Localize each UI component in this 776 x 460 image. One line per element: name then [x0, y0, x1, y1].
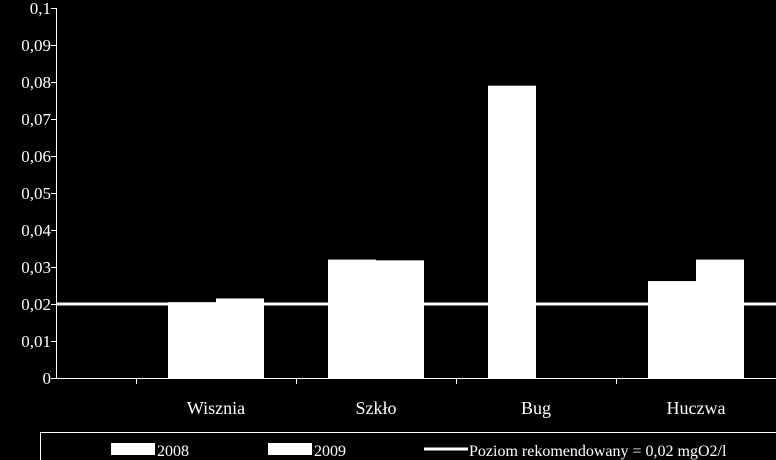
category-label: Huczwa — [667, 398, 726, 418]
bar-2009-Huczwa — [696, 259, 744, 378]
y-tick-label: 0,08 — [21, 73, 51, 92]
y-tick-label: 0,1 — [30, 0, 51, 18]
category-labels: Wisznia Szkło Bug Huczwa — [187, 398, 726, 418]
y-tick-label: 0,09 — [21, 36, 51, 55]
legend-swatch-2009 — [268, 443, 312, 455]
legend-label-reference: Poziom rekomendowany = 0,02 mgO2/l — [469, 443, 727, 460]
bar-2009-Wisznia — [216, 298, 264, 378]
bar-2008-Szkło — [328, 259, 376, 378]
legend-label-2009: 2009 — [314, 443, 346, 460]
category-label: Bug — [521, 398, 551, 418]
bar-2008-Huczwa — [648, 281, 696, 378]
y-tick-label: 0,07 — [21, 110, 51, 129]
legend-label-2008: 2008 — [157, 443, 189, 460]
category-label: Szkło — [355, 398, 396, 418]
y-tick-label: 0,05 — [21, 184, 51, 203]
bar-2008-Bug — [488, 85, 536, 378]
y-tick-label: 0,02 — [21, 295, 51, 314]
bar-2008-Wisznia — [168, 302, 216, 378]
bar-2009-Szkło — [376, 260, 424, 378]
x-axis-ticks — [136, 378, 617, 384]
y-tick-label: 0 — [43, 369, 52, 388]
y-tick-label: 0,03 — [21, 258, 51, 277]
category-label: Wisznia — [187, 398, 245, 418]
y-tick-label: 0,06 — [21, 147, 51, 166]
y-tick-label: 0,01 — [21, 332, 51, 351]
y-axis-ticks: 0 0,01 0,02 0,03 0,04 0,05 0,06 0,07 0,08 0,09 0,1 — [21, 0, 56, 388]
legend: 2008 2009 Poziom rekomendowany = 0,02 mg… — [40, 432, 776, 460]
legend-swatch-2008 — [111, 443, 155, 455]
bars — [168, 85, 744, 378]
y-tick-label: 0,04 — [21, 221, 51, 240]
legend-box — [40, 432, 776, 460]
